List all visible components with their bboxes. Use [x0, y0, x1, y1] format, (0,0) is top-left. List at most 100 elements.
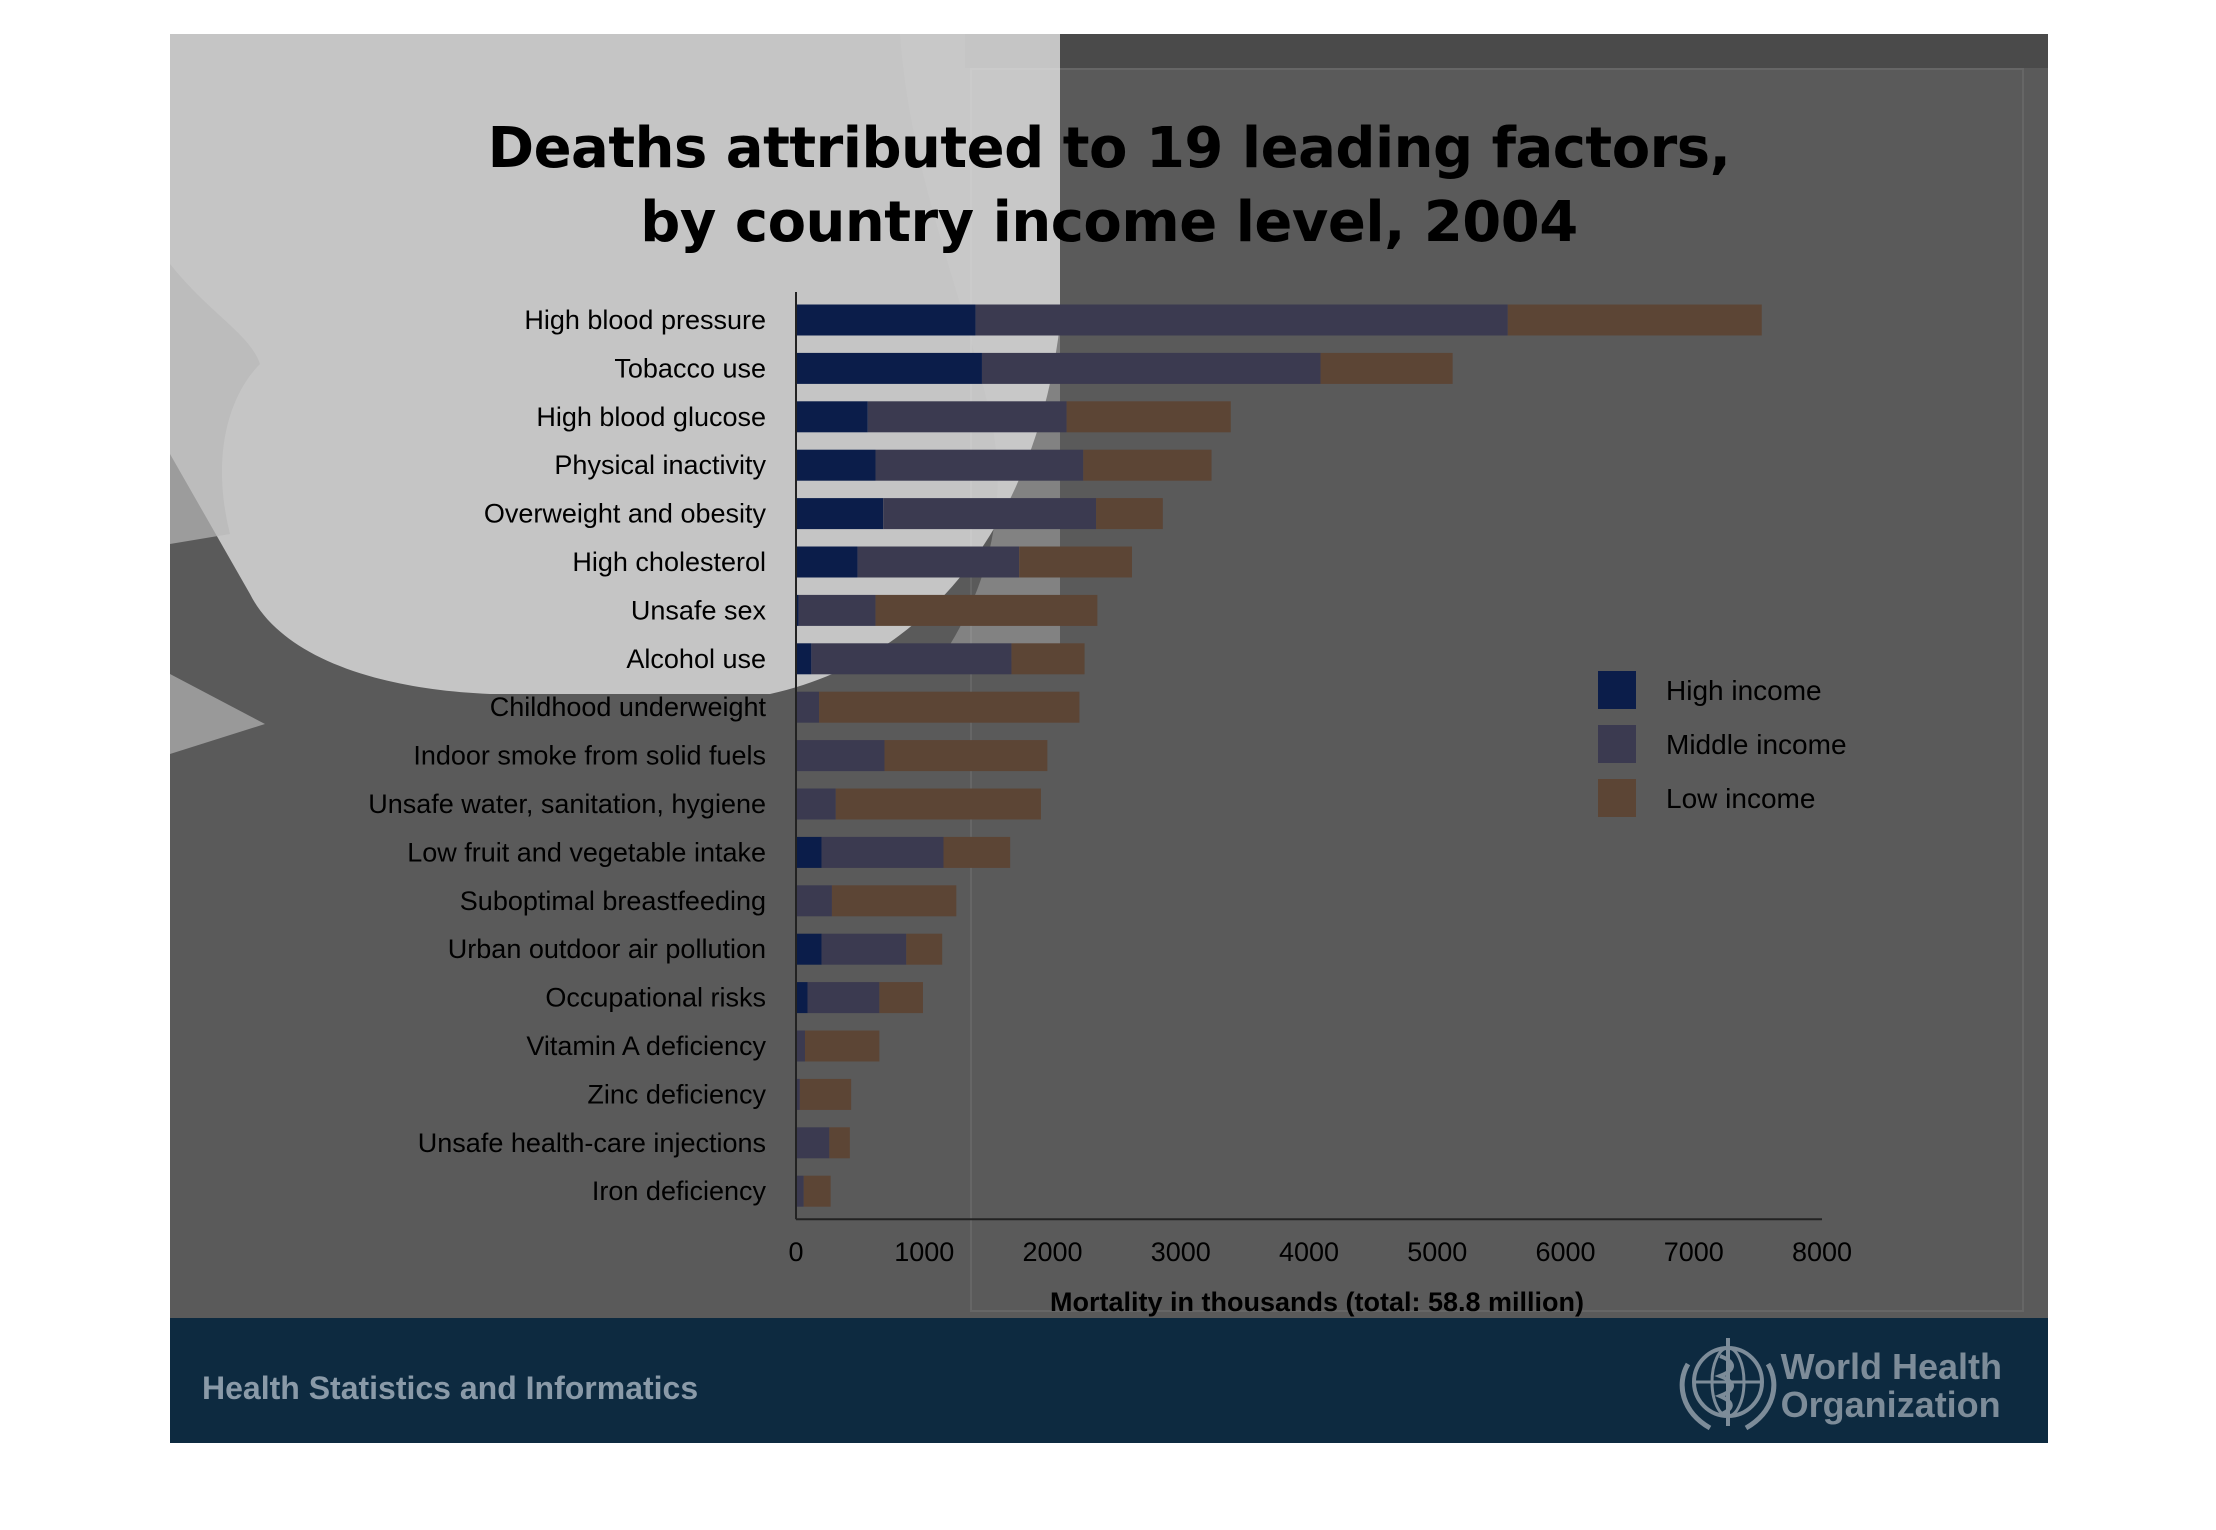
slide-inner-frame [970, 68, 2024, 1312]
bar-urban-outdoor-air-pollution-middle-income [821, 933, 907, 965]
bar-high-blood-pressure-low-income [1507, 304, 1762, 336]
bar-overweight-and-obesity-high-income [796, 498, 884, 530]
bar-indoor-smoke-from-solid-fuels-middle-income [796, 740, 885, 772]
slide-top-strip [965, 34, 2048, 68]
category-label-occupational-risks: Occupational risks [545, 983, 766, 1013]
bar-high-blood-glucose-low-income [1066, 401, 1231, 433]
bar-high-blood-glucose-high-income [796, 401, 868, 433]
bar-physical-inactivity-high-income [796, 449, 876, 481]
bar-physical-inactivity-low-income [1083, 449, 1212, 481]
x-tick-label-7000: 7000 [1664, 1237, 1724, 1267]
footer-bar: Health Statistics and Informatics World … [170, 1318, 2048, 1443]
bar-tobacco-use-middle-income [981, 352, 1321, 384]
bar-alcohol-use-high-income [796, 643, 812, 675]
bar-occupational-risks-high-income [796, 982, 808, 1014]
category-label-iron-deficiency: Iron deficiency [592, 1176, 767, 1206]
x-tick-label-2000: 2000 [1022, 1237, 1082, 1267]
bar-tobacco-use-low-income [1320, 352, 1453, 384]
category-label-indoor-smoke-from-solid-fuels: Indoor smoke from solid fuels [413, 741, 766, 771]
legend-label-high-income: High income [1666, 675, 1822, 706]
bar-overweight-and-obesity-low-income [1096, 498, 1163, 530]
bar-zinc-deficiency-low-income [799, 1078, 852, 1110]
legend-swatch-low-income [1598, 779, 1636, 817]
category-label-suboptimal-breastfeeding: Suboptimal breastfeeding [460, 886, 766, 916]
category-label-high-cholesterol: High cholesterol [572, 547, 766, 577]
chart-title-line-2: by country income level, 2004 [640, 190, 1578, 255]
bar-low-fruit-and-vegetable-intake-middle-income [821, 836, 944, 868]
x-tick-label-3000: 3000 [1151, 1237, 1211, 1267]
x-tick-label-4000: 4000 [1279, 1237, 1339, 1267]
category-label-unsafe-water-sanitation-hygiene: Unsafe water, sanitation, hygiene [368, 789, 766, 819]
bar-childhood-underweight-low-income [819, 691, 1080, 723]
category-label-zinc-deficiency: Zinc deficiency [587, 1079, 766, 1109]
category-label-tobacco-use: Tobacco use [614, 353, 766, 383]
x-tick-labels-group: 0 1000 2000 3000 4000 5000 6000 7000 8000 [788, 1237, 1852, 1267]
category-label-high-blood-glucose: High blood glucose [536, 402, 766, 432]
bar-alcohol-use-middle-income [811, 643, 1012, 675]
chart-title: Deaths attributed to 19 leading factors,… [170, 112, 2048, 260]
bar-urban-outdoor-air-pollution-high-income [796, 933, 822, 965]
bar-alcohol-use-low-income [1011, 643, 1085, 675]
x-axis-title: Mortality in thousands (total: 58.8 mill… [1050, 1287, 1584, 1317]
bar-high-blood-pressure-middle-income [975, 304, 1508, 336]
bar-high-blood-pressure-high-income [796, 304, 976, 336]
bar-childhood-underweight-middle-income [796, 691, 820, 723]
bar-unsafe-health-care-injections-middle-income [796, 1127, 830, 1159]
category-label-urban-outdoor-air-pollution: Urban outdoor air pollution [448, 934, 766, 964]
legend-swatch-middle-income [1598, 725, 1636, 763]
bar-zinc-deficiency-middle-income [796, 1078, 800, 1110]
who-wordmark: World Health Organization [1781, 1348, 2002, 1424]
bar-occupational-risks-low-income [879, 982, 923, 1014]
chart-title-line-1: Deaths attributed to 19 leading factors, [487, 116, 1731, 181]
category-label-alcohol-use: Alcohol use [626, 644, 766, 674]
category-label-overweight-and-obesity: Overweight and obesity [484, 499, 767, 529]
bar-high-cholesterol-low-income [1019, 546, 1133, 578]
who-wordmark-line-1: World Health [1780, 1346, 2002, 1387]
bar-low-fruit-and-vegetable-intake-high-income [796, 836, 822, 868]
category-label-physical-inactivity: Physical inactivity [554, 450, 766, 480]
bar-high-cholesterol-high-income [796, 546, 858, 578]
bar-iron-deficiency-low-income [803, 1175, 831, 1207]
bar-vitamin-a-deficiency-low-income [804, 1030, 880, 1062]
legend-swatch-high-income [1598, 671, 1636, 709]
x-tick-label-6000: 6000 [1535, 1237, 1595, 1267]
category-label-unsafe-sex: Unsafe sex [631, 595, 767, 625]
bar-unsafe-sex-middle-income [798, 594, 876, 626]
bar-unsafe-water-sanitation-hygiene-middle-income [796, 788, 836, 820]
bar-unsafe-sex-high-income [796, 594, 799, 626]
bar-overweight-and-obesity-middle-income [883, 498, 1097, 530]
legend: High income Middle income Low income [1598, 671, 1847, 817]
bar-physical-inactivity-middle-income [875, 449, 1084, 481]
bar-tobacco-use-high-income [796, 352, 982, 384]
bars-group [796, 304, 1762, 1207]
x-tick-label-8000: 8000 [1792, 1237, 1852, 1267]
x-tick-label-5000: 5000 [1407, 1237, 1467, 1267]
category-label-unsafe-health-care-injections: Unsafe health-care injections [418, 1128, 766, 1158]
bar-occupational-risks-middle-income [807, 982, 880, 1014]
bar-low-fruit-and-vegetable-intake-low-income [943, 836, 1011, 868]
legend-label-middle-income: Middle income [1666, 729, 1847, 760]
bar-iron-deficiency-middle-income [796, 1175, 804, 1207]
footer-department-label: Health Statistics and Informatics [202, 1370, 699, 1406]
bar-high-cholesterol-middle-income [857, 546, 1020, 578]
bar-high-blood-glucose-middle-income [867, 401, 1067, 433]
bar-suboptimal-breastfeeding-low-income [831, 885, 957, 917]
bar-urban-outdoor-air-pollution-low-income [906, 933, 943, 965]
bar-unsafe-water-sanitation-hygiene-low-income [835, 788, 1041, 820]
category-label-childhood-underweight: Childhood underweight [490, 692, 767, 722]
bar-suboptimal-breastfeeding-middle-income [796, 885, 832, 917]
who-wordmark-line-2: Organization [1780, 1384, 2001, 1425]
x-tick-label-1000: 1000 [894, 1237, 954, 1267]
bar-vitamin-a-deficiency-middle-income [796, 1030, 805, 1062]
category-label-low-fruit-and-vegetable-intake: Low fruit and vegetable intake [407, 837, 766, 867]
who-emblem-icon [1679, 1338, 1777, 1431]
bar-unsafe-sex-low-income [875, 594, 1098, 626]
category-label-high-blood-pressure: High blood pressure [524, 305, 766, 335]
x-tick-label-0: 0 [788, 1237, 803, 1267]
category-label-vitamin-a-deficiency: Vitamin A deficiency [526, 1031, 766, 1061]
legend-label-low-income: Low income [1666, 783, 1815, 814]
bar-unsafe-health-care-injections-low-income [829, 1127, 850, 1159]
category-labels-group: High blood pressure Tobacco use High blood… [368, 305, 766, 1206]
bar-indoor-smoke-from-solid-fuels-low-income [884, 740, 1048, 772]
